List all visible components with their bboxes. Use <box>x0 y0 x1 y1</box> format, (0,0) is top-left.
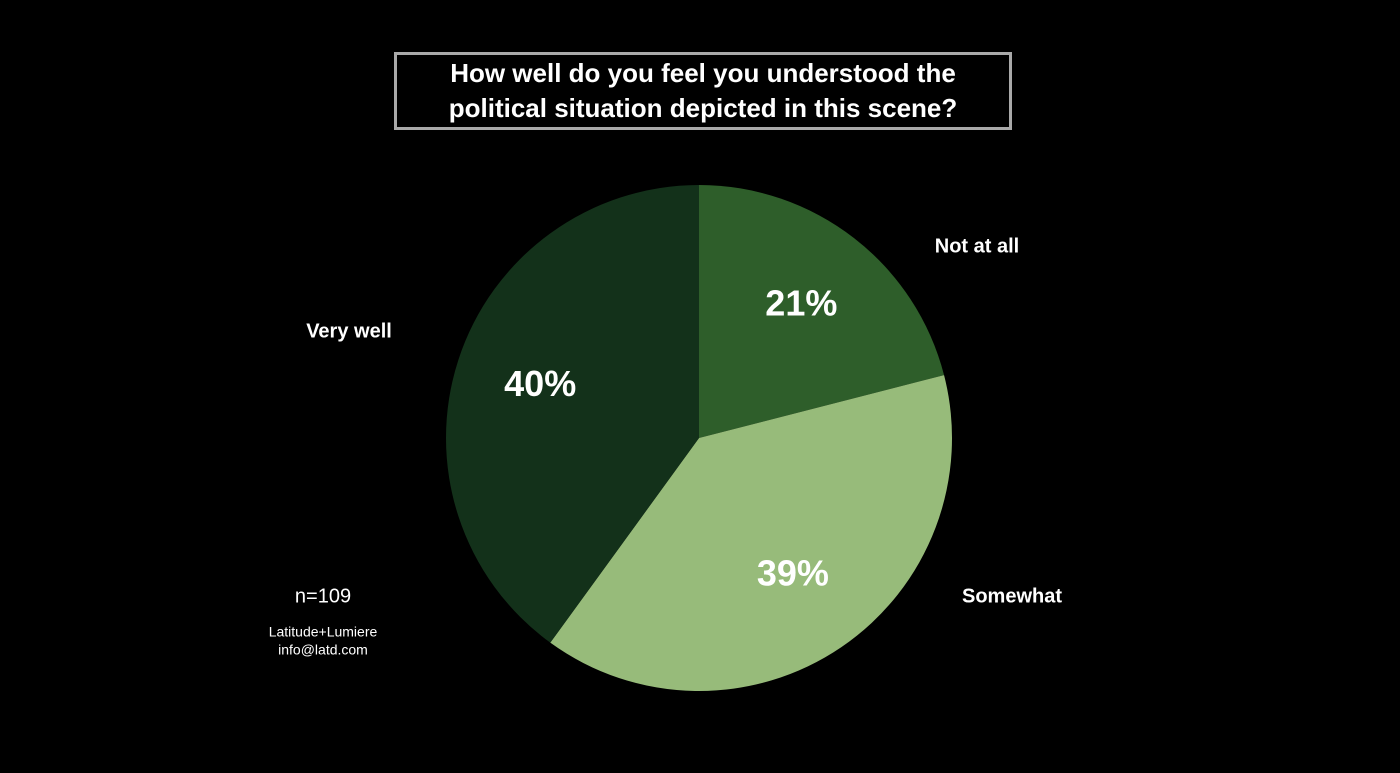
value-label: 21% <box>765 283 837 324</box>
category-label: Somewhat <box>962 585 1062 607</box>
contact: info@latd.com <box>278 642 368 658</box>
sample-size: n=109 <box>295 585 351 607</box>
chart-title: How well do you feel you understood the … <box>394 52 1012 130</box>
pie-slice <box>550 375 952 691</box>
credit: Latitude+Lumiere <box>269 624 378 640</box>
pie-slice <box>446 185 699 643</box>
category-label: Not at all <box>935 235 1019 257</box>
pie-slice <box>699 185 945 438</box>
value-label: 39% <box>757 553 829 594</box>
value-label: 40% <box>504 363 576 404</box>
category-label: Very well <box>306 320 392 342</box>
